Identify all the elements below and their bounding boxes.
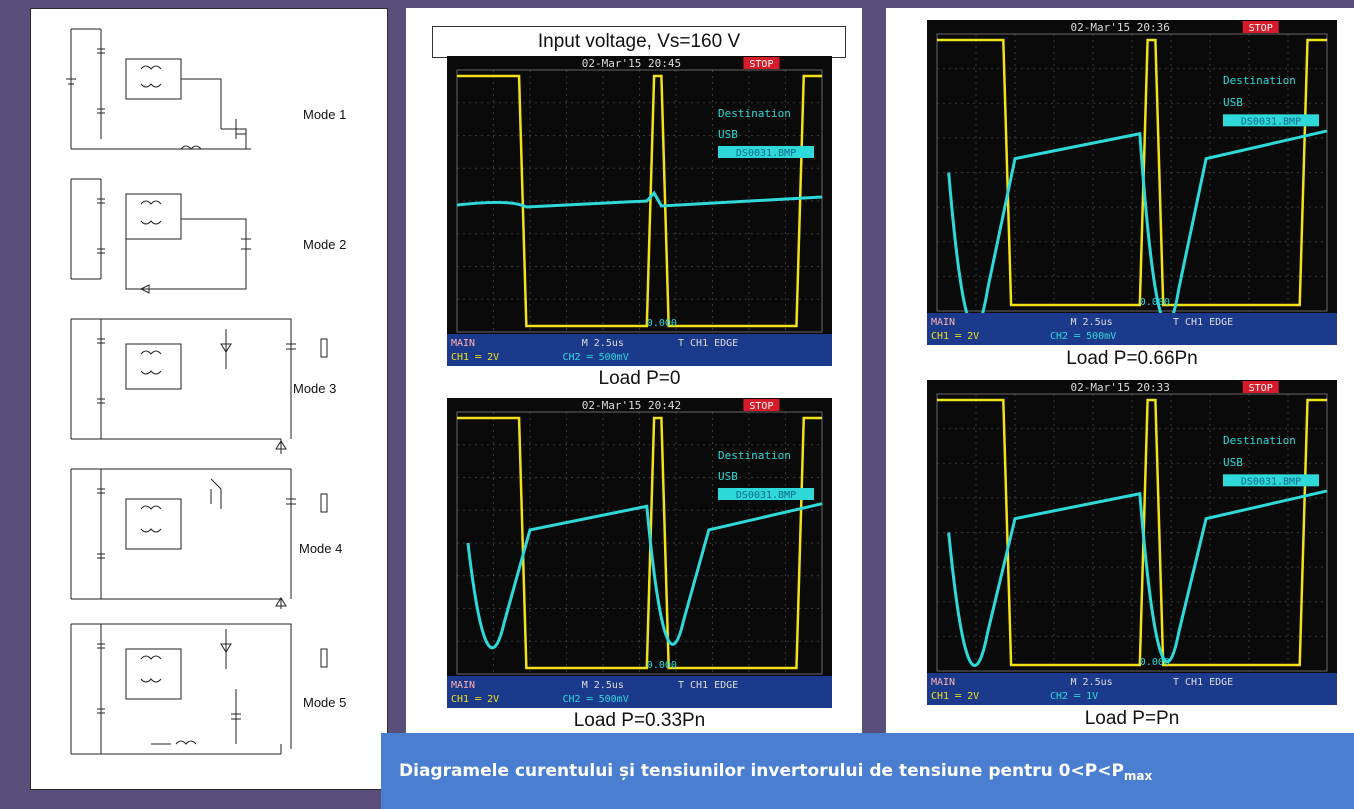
destination-label: Destination <box>1223 434 1296 447</box>
diagram-banner: Diagramele curentului și tensiunilor inv… <box>381 733 1354 809</box>
ch1-trace <box>937 38 1327 307</box>
main-label: MAIN <box>451 338 475 349</box>
stop-label: STOP <box>1249 383 1273 394</box>
banner-text: Diagramele curentului și tensiunilor inv… <box>399 761 1124 781</box>
ch1-scale-label: CH1 ═ 2V <box>451 694 499 705</box>
main-label: MAIN <box>451 680 475 691</box>
ch2-trace <box>466 502 823 650</box>
input-voltage-title: Input voltage, Vs=160 V <box>432 26 846 58</box>
oscilloscope-screen-p0: 02-Mar'15 20:45 STOP Destination USB DS0031.… <box>447 56 832 366</box>
trigger-label: T CH1 EDGE <box>1173 317 1233 328</box>
banner-subscript: max <box>1123 769 1153 783</box>
trigger-label: T CH1 EDGE <box>678 680 738 691</box>
scope-timestamp: 02-Mar'15 20:36 <box>1071 21 1170 34</box>
caption-load-p0: Load P=0 <box>598 368 681 389</box>
ch1-trace <box>937 398 1327 667</box>
timebase-label: M 2.5us <box>582 680 624 691</box>
caption-load-p066: Load P=0.66Pn <box>1066 348 1198 369</box>
caption-load-pn: Load P=Pn <box>1084 708 1180 729</box>
zero-readout: 0.000 <box>647 318 677 329</box>
stop-badge <box>1242 381 1279 393</box>
scope-timestamp: 02-Mar'15 20:45 <box>582 57 681 70</box>
ch2-scale-label: CH2 ═ 1V <box>1050 691 1098 702</box>
stop-label: STOP <box>749 401 773 412</box>
mode-1-label: Mode 1 <box>303 107 347 122</box>
trigger-label: T CH1 EDGE <box>1173 677 1233 688</box>
file-label: DS0031.BMP <box>1241 476 1301 487</box>
destination-label: Destination <box>1223 74 1296 87</box>
scope-timestamp: 02-Mar'15 20:42 <box>582 399 681 412</box>
oscilloscope-screen-p033: 02-Mar'15 20:42 STOP Destination USB DS0031.… <box>447 398 832 708</box>
stop-badge <box>743 399 780 411</box>
destination-label: Destination <box>718 449 791 462</box>
usb-label: USB <box>718 470 738 483</box>
ch2-scale-label: CH2 ═ 500mV <box>563 352 629 363</box>
stop-label: STOP <box>749 59 773 70</box>
timebase-label: M 2.5us <box>1071 317 1113 328</box>
usb-label: USB <box>1223 96 1243 109</box>
file-label: DS0031.BMP <box>736 148 796 159</box>
mode-4-label: Mode 4 <box>299 541 343 556</box>
usb-label: USB <box>718 128 738 141</box>
file-label: DS0031.BMP <box>736 490 796 501</box>
mode-3-label: Mode 3 <box>293 381 337 396</box>
ch2-trace <box>456 190 823 209</box>
ch2-trace <box>947 489 1328 667</box>
main-label: MAIN <box>931 317 955 328</box>
ch1-scale-label: CH1 ═ 2V <box>451 352 499 363</box>
stop-label: STOP <box>1249 23 1273 34</box>
zero-readout: 0.000 <box>647 660 677 671</box>
timebase-label: M 2.5us <box>582 338 624 349</box>
ch1-scale-label: CH1 ═ 2V <box>931 331 979 342</box>
ch2-scale-label: CH2 ═ 500mV <box>563 694 629 705</box>
file-label: DS0031.BMP <box>1241 116 1301 127</box>
ch1-trace <box>457 74 822 328</box>
mode-2-label: Mode 2 <box>303 237 347 252</box>
ch2-trace <box>947 129 1328 329</box>
circuit-schematics <box>66 28 328 755</box>
stop-badge <box>1242 21 1279 33</box>
mode-5-label: Mode 5 <box>303 695 347 710</box>
ch1-trace <box>457 416 822 670</box>
circuit-diagrams-panel: Mode 1 Mode 2 Mode 3 Mode 4 Mode 5 <box>30 8 388 790</box>
oscilloscope-screen-p066: 02-Mar'15 20:36 STOP Destination USB DS0031.… <box>927 20 1337 345</box>
timebase-label: M 2.5us <box>1071 677 1113 688</box>
destination-label: Destination <box>718 107 791 120</box>
ch2-scale-label: CH2 ═ 500mV <box>1050 331 1116 342</box>
main-label: MAIN <box>931 677 955 688</box>
zero-readout: 0.000 <box>1140 297 1170 308</box>
usb-label: USB <box>1223 456 1243 469</box>
trigger-label: T CH1 EDGE <box>678 338 738 349</box>
scope-timestamp: 02-Mar'15 20:33 <box>1071 381 1170 394</box>
oscilloscope-screen-pn: 02-Mar'15 20:33 STOP Destination USB DS0031.… <box>927 380 1337 705</box>
ch1-scale-label: CH1 ═ 2V <box>931 691 979 702</box>
caption-load-p033: Load P=0.33Pn <box>573 710 706 731</box>
stop-badge <box>743 57 780 69</box>
zero-readout: 0.000 <box>1140 657 1170 668</box>
